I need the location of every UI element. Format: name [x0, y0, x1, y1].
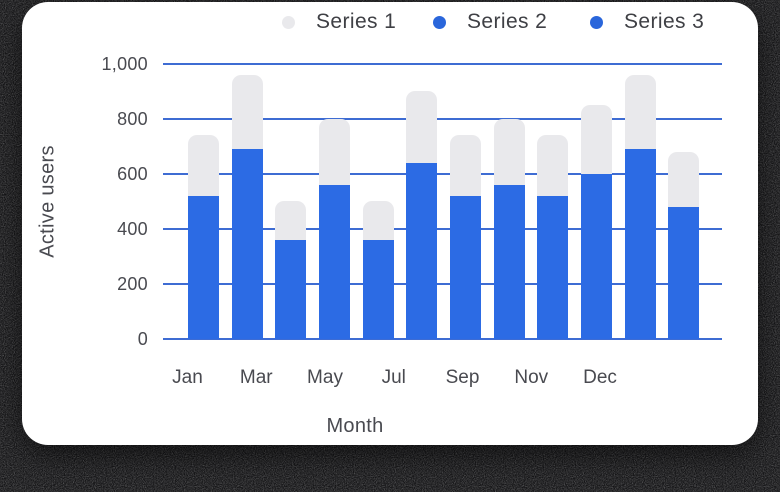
bar-oct-series1-segment: [581, 105, 612, 174]
bar-sep-blue-segment: [537, 196, 568, 339]
bar-dec-series1-segment: [668, 152, 699, 207]
bar-feb-series1-segment: [232, 75, 263, 149]
y-tick-label-0: 0: [137, 329, 148, 349]
gridline-y-1000: [163, 62, 722, 65]
x-tick-label-jan: Jan: [172, 367, 203, 388]
legend-dot-3-icon: [590, 15, 603, 29]
bar-nov-series1-segment: [625, 75, 656, 149]
bar-jun-series1-segment: [406, 91, 437, 163]
bar-apr-series1-segment: [319, 119, 350, 185]
gridline-y-400: [163, 227, 722, 230]
bar-may-series1-segment: [363, 201, 394, 240]
y-axis-title: Active users: [36, 145, 59, 258]
x-tick-label-mar: Mar: [239, 367, 273, 388]
chart-legend: Series 1 Series 2 Series 3: [0, 0, 780, 42]
gridline-y-200: [163, 282, 722, 285]
y-tick-label-400: 400: [117, 219, 148, 239]
y-tick-label-600: 600: [117, 164, 148, 184]
x-tick-label-nov: Nov: [514, 367, 549, 388]
bar-jun-blue-segment: [406, 163, 437, 339]
bar-may-blue-segment: [363, 240, 394, 339]
gridline-y-600: [163, 172, 722, 175]
bar-jan-blue-segment: [188, 196, 219, 339]
y-tick-label-1000: 1,000: [101, 54, 148, 74]
bar-aug-blue-segment: [494, 185, 525, 339]
gridline-y-0: [163, 337, 722, 340]
gridline-y-800: [163, 117, 722, 120]
bar-apr-blue-segment: [319, 185, 350, 339]
bar-dec-blue-segment: [668, 207, 699, 339]
legend-item-series-2: Series 2: [433, 10, 547, 34]
legend-label: Series 1: [316, 10, 397, 33]
y-tick-label-200: 200: [117, 274, 148, 294]
x-tick-label-dec: Dec: [583, 367, 617, 388]
y-tick-label-800: 800: [117, 109, 148, 129]
bar-nov-blue-segment: [625, 149, 656, 339]
x-tick-label-jul: Jul: [381, 367, 406, 388]
legend-label: Series 2: [467, 10, 548, 33]
legend-dot-2-icon: [433, 15, 446, 29]
x-axis-title: Month: [326, 415, 384, 437]
bar-jul-blue-segment: [450, 196, 481, 339]
x-tick-label-sep: Sep: [445, 367, 480, 388]
bar-mar-blue-segment: [275, 240, 306, 339]
bar-feb-blue-segment: [232, 149, 263, 339]
legend-item-series-3: Series 3: [590, 10, 704, 34]
x-tick-label-may: May: [307, 367, 343, 388]
legend-dot-1-icon: [282, 15, 295, 29]
bar-oct-blue-segment: [581, 174, 612, 339]
legend-item-series-1: Series 1: [282, 10, 396, 34]
bar-aug-series1-segment: [494, 119, 525, 185]
bar-jan-series1-segment: [188, 135, 219, 196]
legend-label: Series 3: [624, 10, 705, 33]
bar-jul-series1-segment: [450, 135, 481, 196]
bar-sep-series1-segment: [537, 135, 568, 196]
bar-mar-series1-segment: [275, 201, 306, 240]
